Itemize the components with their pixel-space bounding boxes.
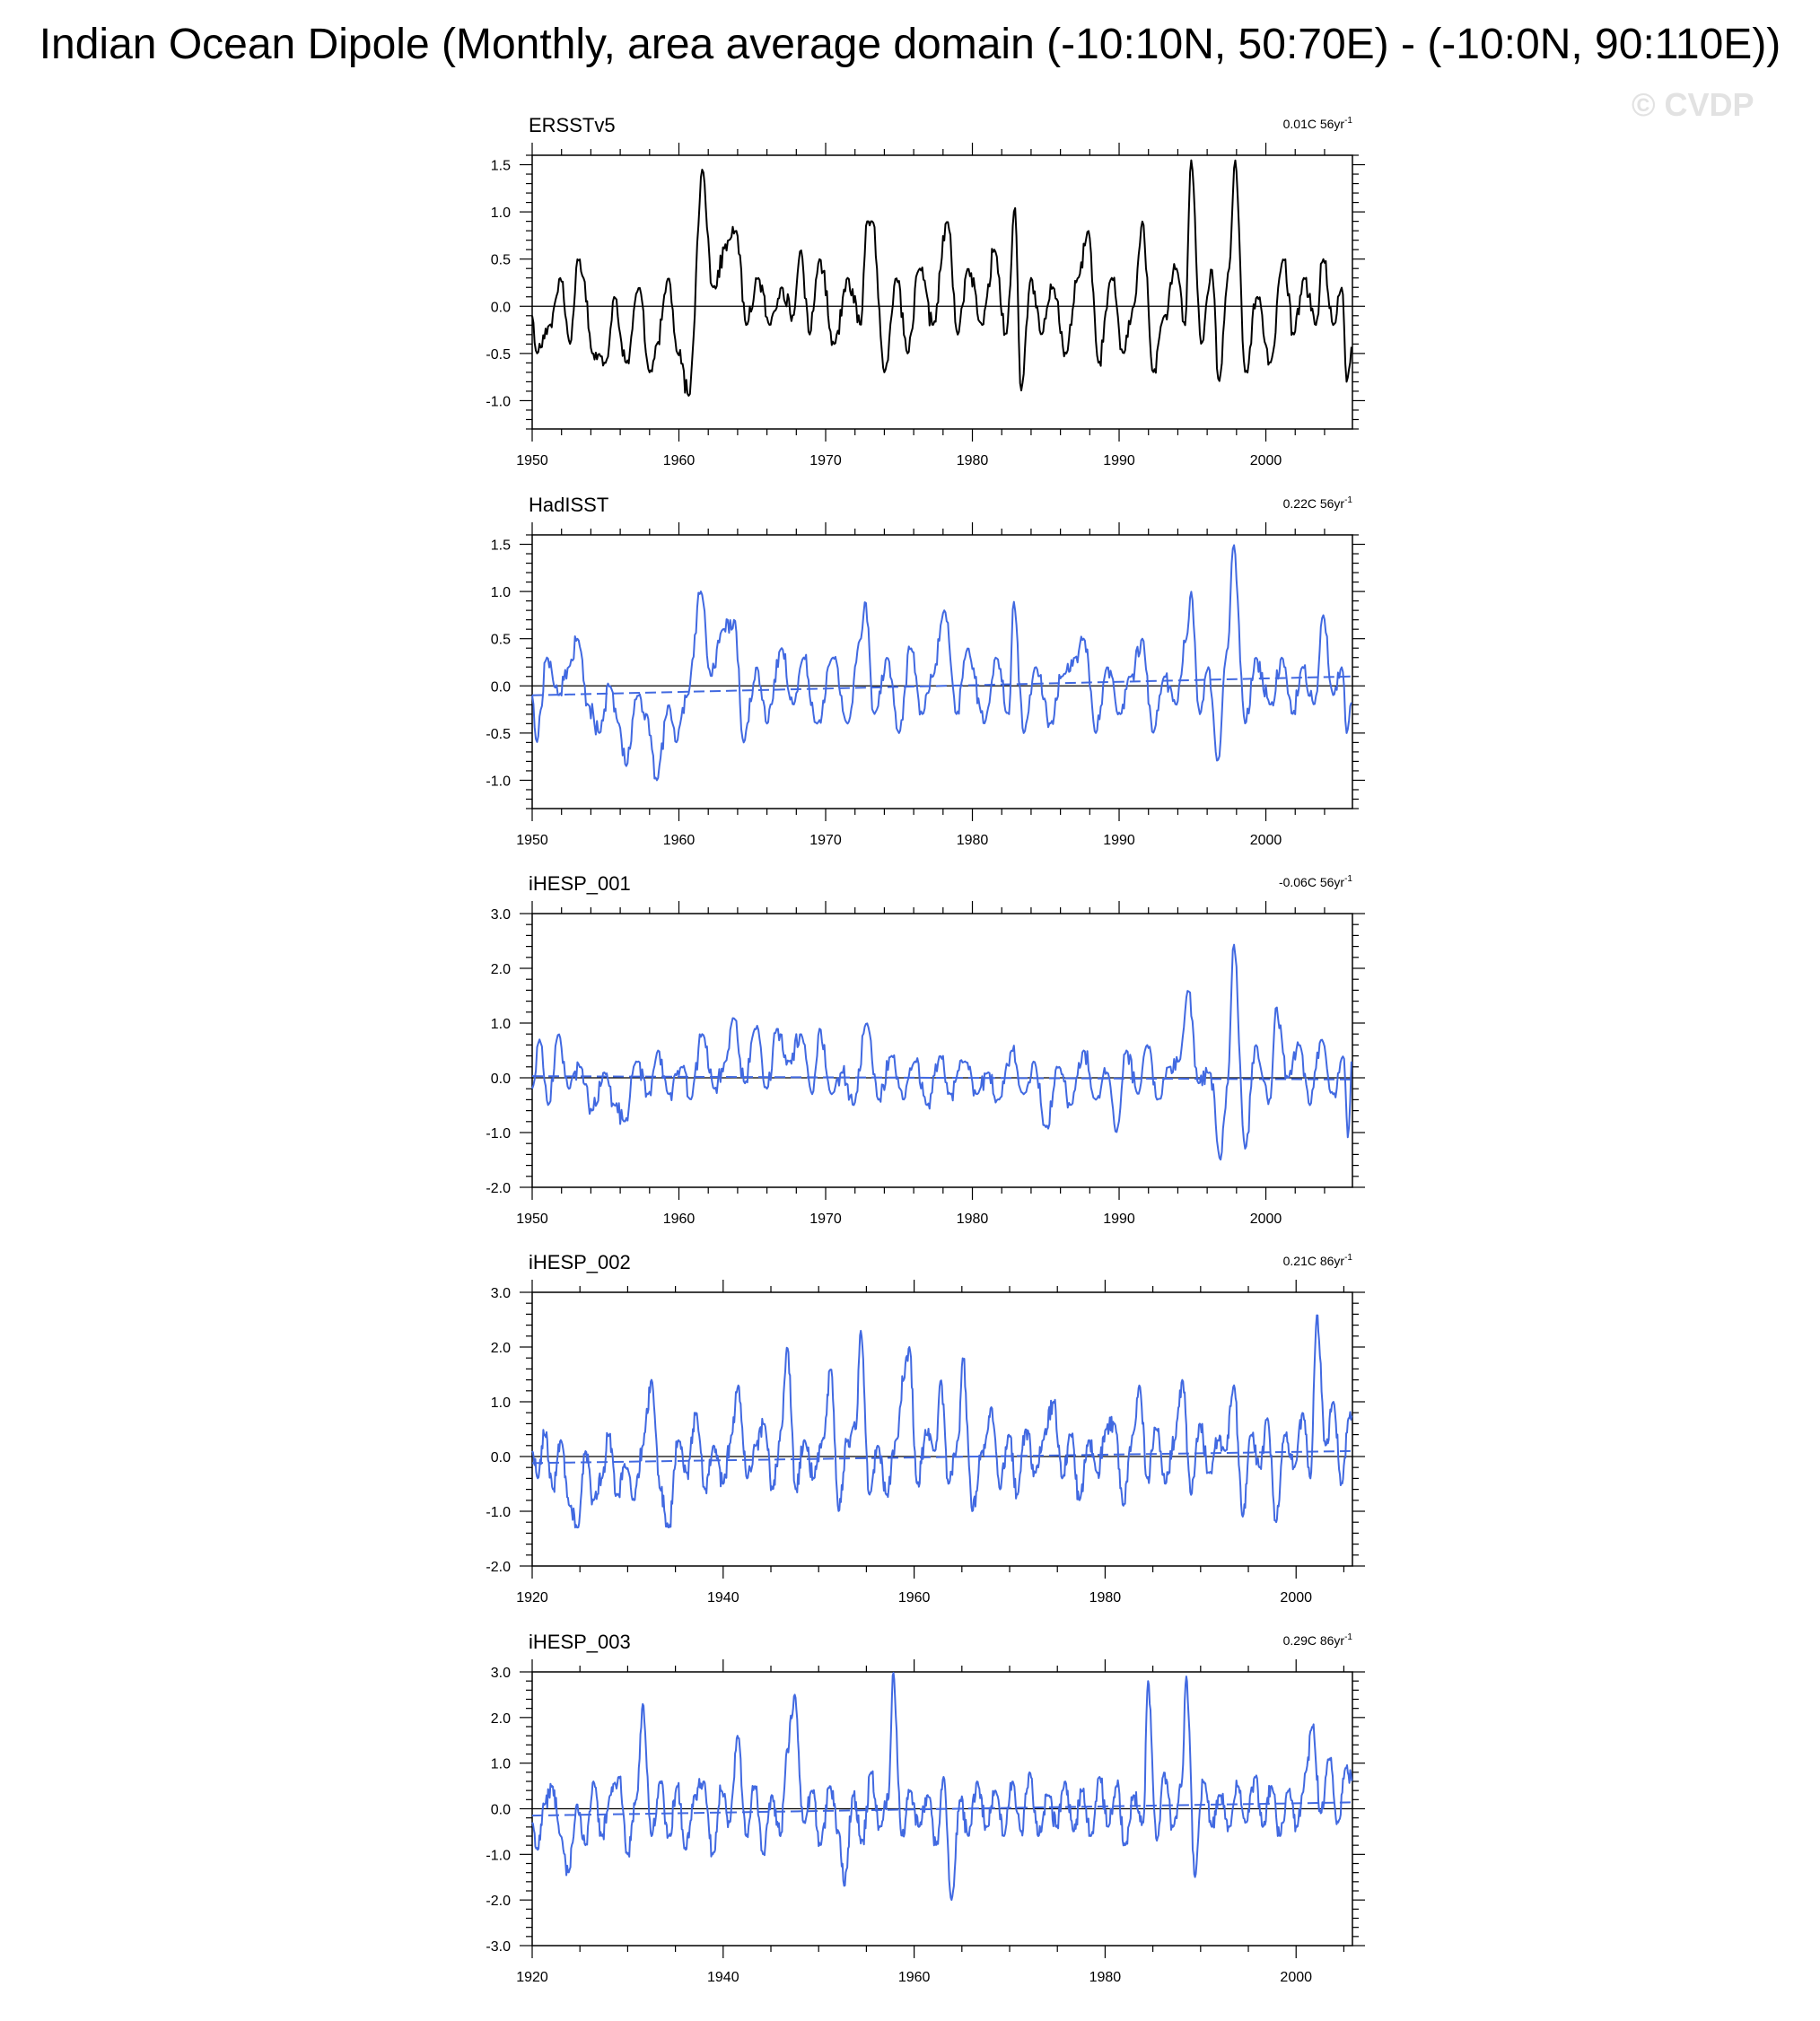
y-tick-label: 2.0: [491, 1711, 511, 1727]
y-tick-label: 3.0: [491, 907, 511, 923]
x-tick-label: 1980: [957, 1212, 989, 1227]
series-line-ERSSTv5: [531, 159, 1352, 397]
y-tick-label: 1.0: [491, 1757, 511, 1772]
x-tick-label: 2000: [1250, 453, 1282, 468]
x-tick-label: 1970: [809, 833, 842, 848]
series-line-HadISST: [531, 544, 1352, 782]
panel-title-iHESP_003: iHESP_003: [529, 1631, 631, 1653]
trend-annotation: 0.21C 86yr-1: [1283, 1253, 1353, 1268]
trend-annotation: 0.01C 56yr-1: [1283, 116, 1353, 131]
y-tick-label: -1.0: [486, 394, 511, 409]
x-tick-label: 1990: [1103, 1212, 1135, 1227]
trend-line-iHESP_001: [531, 1075, 1353, 1080]
x-tick-label: 1920: [516, 1970, 548, 1985]
plot-frame: [531, 1291, 1353, 1567]
panel-title-iHESP_001: iHESP_001: [529, 872, 631, 895]
y-tick-label: -1.0: [486, 1505, 511, 1520]
y-tick-label: 0.0: [491, 1450, 511, 1465]
y-tick-label: 0.0: [491, 300, 511, 315]
y-tick-label: 0.5: [491, 633, 511, 648]
y-tick-label: 1.0: [491, 1395, 511, 1411]
panel-title-HadISST: HadISST: [529, 494, 608, 516]
y-tick-label: 1.0: [491, 585, 511, 600]
x-tick-label: 2000: [1280, 1970, 1312, 1985]
x-tick-label: 1950: [516, 833, 548, 848]
y-tick-label: -1.0: [486, 1848, 511, 1863]
x-tick-label: 1980: [1089, 1970, 1122, 1985]
y-tick-label: -1.0: [486, 1126, 511, 1142]
y-tick-label: 1.5: [491, 159, 511, 174]
x-tick-label: 2000: [1250, 1212, 1282, 1227]
y-tick-label: -1.0: [486, 774, 511, 789]
y-tick-label: 1.0: [491, 206, 511, 221]
x-tick-label: 1980: [957, 833, 989, 848]
plot-frame: [531, 913, 1353, 1188]
watermark: © CVDP: [1632, 86, 1754, 123]
x-tick-label: 1960: [898, 1970, 931, 1985]
trend-line-iHESP_002: [531, 1449, 1353, 1465]
trend-line-HadISST: [531, 675, 1353, 696]
panel-title-iHESP_002: iHESP_002: [529, 1251, 631, 1273]
x-tick-label: 1980: [957, 453, 989, 468]
y-tick-label: 2.0: [491, 962, 511, 977]
y-tick-label: -2.0: [486, 1894, 511, 1909]
x-tick-label: 1980: [1089, 1590, 1122, 1605]
y-tick-label: 1.0: [491, 1017, 511, 1032]
x-tick-label: 1990: [1103, 453, 1135, 468]
x-tick-label: 1950: [516, 1212, 548, 1227]
plot-frame: [531, 154, 1353, 430]
x-tick-label: 1970: [809, 1212, 842, 1227]
y-tick-label: 3.0: [491, 1286, 511, 1301]
y-tick-label: 2.0: [491, 1341, 511, 1356]
x-tick-label: 2000: [1250, 833, 1282, 848]
x-tick-label: 1960: [663, 453, 696, 468]
y-tick-label: -0.5: [486, 347, 511, 363]
x-tick-label: 1920: [516, 1590, 548, 1605]
y-tick-label: 3.0: [491, 1666, 511, 1681]
y-tick-label: -0.5: [486, 727, 511, 742]
x-tick-label: 1990: [1103, 833, 1135, 848]
y-tick-label: -2.0: [486, 1560, 511, 1575]
x-tick-label: 1970: [809, 453, 842, 468]
x-tick-label: 2000: [1280, 1590, 1312, 1605]
y-tick-label: 1.5: [491, 538, 511, 554]
y-tick-label: 0.0: [491, 1072, 511, 1087]
series-line-iHESP_003: [531, 1672, 1353, 1902]
trend-line-iHESP_003: [531, 1801, 1353, 1817]
series-line-iHESP_001: [531, 943, 1352, 1161]
trend-annotation: 0.22C 56yr-1: [1283, 495, 1353, 511]
series-line-iHESP_002: [531, 1314, 1353, 1529]
x-tick-label: 1950: [516, 453, 548, 468]
y-tick-label: -2.0: [486, 1181, 511, 1196]
plot-frame: [531, 534, 1353, 809]
trend-annotation: -0.06C 56yr-1: [1279, 874, 1352, 889]
panel-title-ERSSTv5: ERSSTv5: [529, 114, 616, 136]
x-tick-label: 1940: [707, 1970, 739, 1985]
y-tick-label: 0.0: [491, 1803, 511, 1818]
y-tick-label: 0.5: [491, 253, 511, 268]
x-tick-label: 1960: [663, 1212, 696, 1227]
x-tick-label: 1960: [663, 833, 696, 848]
x-tick-label: 1940: [707, 1590, 739, 1605]
x-tick-label: 1960: [898, 1590, 931, 1605]
y-tick-label: 0.0: [491, 679, 511, 695]
page-title: Indian Ocean Dipole (Monthly, area avera…: [39, 21, 1781, 68]
trend-annotation: 0.29C 86yr-1: [1283, 1632, 1353, 1648]
y-tick-label: -3.0: [486, 1939, 511, 1955]
